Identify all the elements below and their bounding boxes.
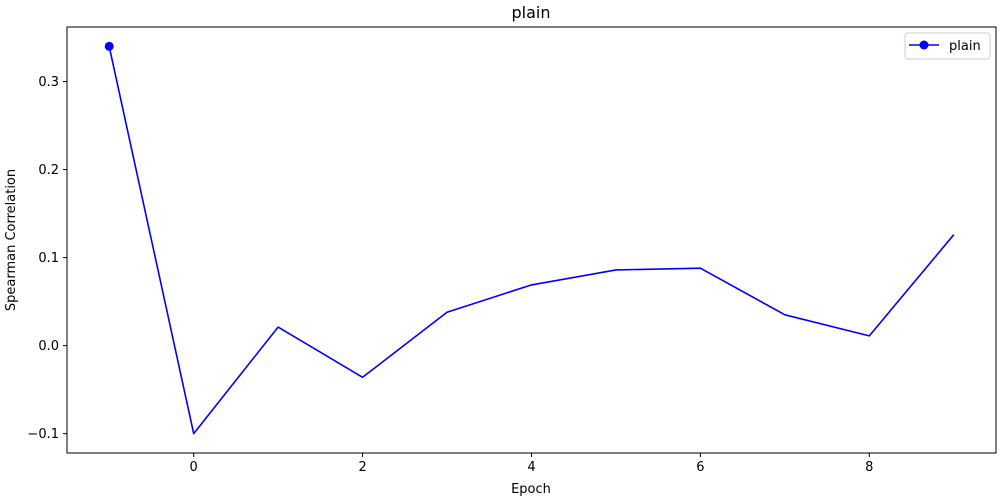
x-tick-label: 4 [527, 460, 535, 475]
legend-label: plain [949, 39, 981, 54]
y-tick-label: 0.1 [38, 251, 59, 266]
plot-frame [66, 26, 997, 454]
legend-marker-swatch [919, 40, 929, 50]
y-tick-label: 0.0 [38, 339, 59, 354]
y-axis: −0.1 0.0 0.1 0.2 0.3 [27, 75, 67, 442]
x-tick-label: 8 [865, 460, 873, 475]
chart-title: plain [512, 3, 551, 22]
legend-box [904, 32, 991, 60]
x-axis-title: Epoch [511, 482, 551, 497]
y-tick-label: −0.1 [27, 427, 59, 442]
legend: plain [904, 32, 991, 60]
y-axis-title: Spearman Correlation [4, 169, 19, 311]
x-tick-label: 6 [696, 460, 704, 475]
x-tick-label: 2 [358, 460, 366, 475]
series-line-plain [108, 46, 955, 435]
series-layer [104, 41, 955, 435]
data-point [104, 41, 114, 51]
y-tick-label: 0.3 [38, 75, 59, 90]
x-tick-label: 0 [190, 460, 198, 475]
x-axis: 0 2 4 6 8 [190, 453, 873, 475]
y-tick-label: 0.2 [38, 163, 59, 178]
